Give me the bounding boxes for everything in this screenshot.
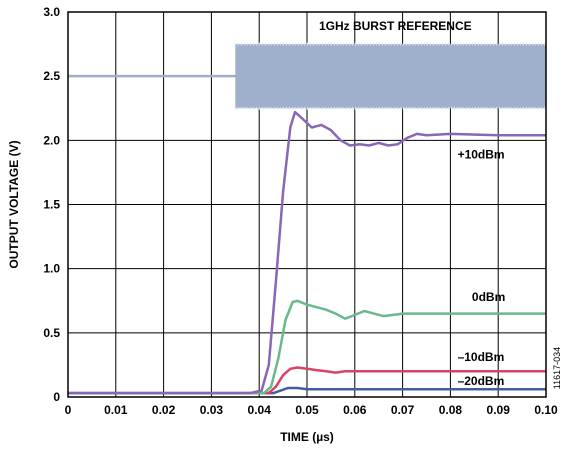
y-tick-label: 3.0 (43, 5, 60, 19)
x-tick-label: 0.09 (487, 403, 511, 417)
figure-id: 11617-034 (552, 347, 562, 389)
y-axis-label: OUTPUT VOLTAGE (V) (7, 140, 21, 268)
series-label: –10dBm (458, 350, 505, 364)
x-tick-label: 0.05 (295, 403, 319, 417)
x-tick-label: 0.10 (534, 403, 558, 417)
series-label: 0dBm (472, 290, 505, 304)
series-line (68, 386, 546, 395)
traces (68, 42, 547, 395)
series-labels: +10dBm 0dBm –10dBm –20dBm (458, 147, 506, 388)
reference-burst-ripple (234, 42, 545, 110)
x-tick-label: 0 (65, 403, 72, 417)
x-tick-label: 0.01 (104, 403, 128, 417)
y-tick-labels: 0 0.5 1.0 1.5 2.0 2.5 3.0 (43, 5, 60, 404)
x-tick-label: 0.07 (391, 403, 415, 417)
y-tick-label: 0 (53, 390, 60, 404)
y-tick-label: 2.5 (43, 69, 60, 83)
y-tick-label: 2.0 (43, 133, 60, 147)
y-tick-label: 0.5 (43, 326, 60, 340)
x-tick-label: 0.03 (200, 403, 224, 417)
series-line (68, 366, 546, 395)
y-tick-label: 1.0 (43, 262, 60, 276)
x-axis-label: TIME (µs) (280, 430, 334, 444)
x-tick-label: 0.08 (439, 403, 463, 417)
x-tick-label: 0.04 (248, 403, 272, 417)
series-label: +10dBm (458, 147, 505, 161)
x-tick-labels: 0 0.01 0.02 0.03 0.04 0.05 0.06 0.07 0.08 0.09 0.1… (65, 403, 558, 417)
reference-label: 1GHz BURST REFERENCE (319, 19, 472, 33)
y-tick-label: 1.5 (43, 198, 60, 212)
series-line (68, 299, 546, 395)
reference-burst (235, 44, 547, 109)
series-line (68, 110, 546, 395)
x-tick-label: 0.02 (152, 403, 176, 417)
x-tick-label: 0.06 (343, 403, 367, 417)
plot-frame (67, 11, 547, 398)
series-label: –20dBm (458, 374, 505, 388)
